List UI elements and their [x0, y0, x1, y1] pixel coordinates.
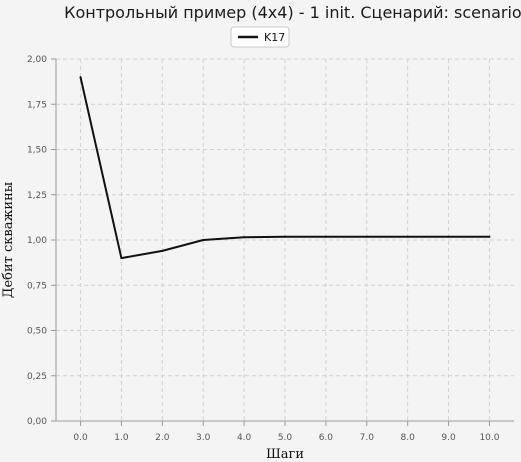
data-point [447, 235, 450, 238]
y-axis-title: Дебит скважины [1, 182, 16, 298]
data-point [243, 236, 246, 239]
x-tick-label: 1.0 [114, 433, 129, 443]
y-tick-label: 0,25 [27, 372, 47, 382]
y-tick-label: 2,00 [27, 55, 47, 65]
x-tick-label: 0.0 [73, 433, 88, 443]
data-point [79, 76, 82, 79]
data-point [324, 235, 327, 238]
x-tick-label: 9.0 [441, 433, 456, 443]
tick-labels: 0,00 0,25 0,50 0,75 1,00 1,25 1,50 1,75 2,00 0.0 1… [27, 55, 500, 443]
legend-box [230, 26, 290, 48]
data-point [120, 257, 123, 260]
y-tick-label: 0,00 [27, 417, 47, 427]
grid [56, 58, 514, 421]
plot-area [56, 59, 514, 421]
x-tick-label: 5.0 [278, 433, 293, 443]
y-tick-label: 1,25 [27, 191, 47, 201]
x-tick-label: 8.0 [401, 433, 416, 443]
y-tick-label: 1,50 [27, 146, 47, 156]
x-tick-label: 10.0 [479, 433, 499, 443]
x-tick-label: 3.0 [196, 433, 211, 443]
legend: K17 [230, 26, 290, 48]
chart-title: Контрольный пример (4x4) - 1 init. Сцена… [64, 3, 521, 22]
data-point [488, 235, 491, 238]
x-tick-label: 2.0 [155, 433, 170, 443]
x-tick-label: 6.0 [319, 433, 334, 443]
data-point [202, 239, 205, 241]
y-tick-label: 1,75 [27, 100, 47, 110]
series-k17 [79, 76, 491, 260]
x-tick-label: 4.0 [237, 433, 252, 443]
y-tick-label: 1,00 [27, 236, 47, 246]
axes [51, 58, 514, 426]
y-tick-label: 0,50 [27, 327, 47, 337]
data-point [161, 249, 164, 252]
data-point [284, 235, 286, 238]
data-point [365, 235, 368, 238]
x-axis-title: Шаги [266, 447, 304, 462]
x-tick-label: 7.0 [360, 433, 375, 443]
y-tick-label: 0,75 [27, 281, 47, 291]
data-point [406, 235, 409, 238]
legend-label-k17: K17 [264, 31, 285, 44]
